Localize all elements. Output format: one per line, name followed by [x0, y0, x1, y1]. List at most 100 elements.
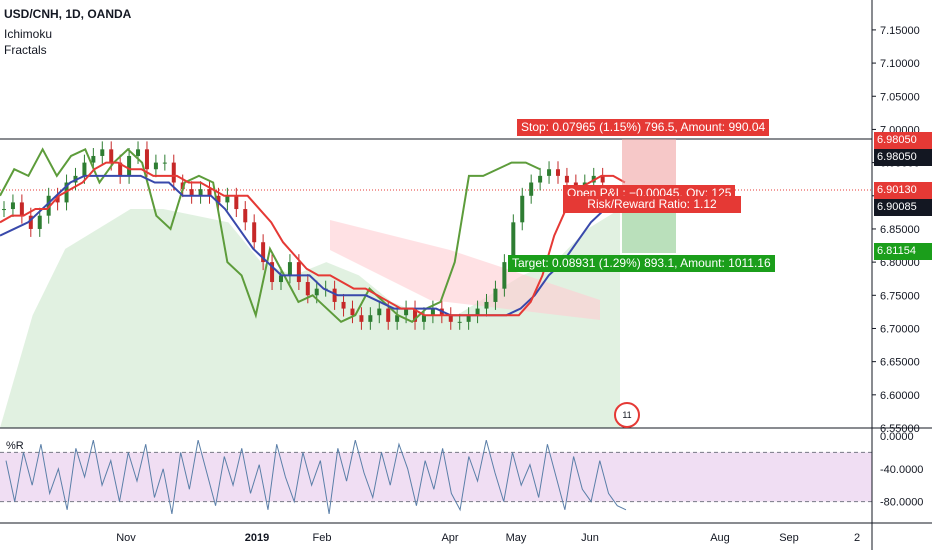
x-tick-label: Aug: [710, 532, 730, 544]
candle-body: [252, 222, 257, 243]
willr-tick-label: 0.0000: [880, 431, 914, 443]
candle-body: [600, 175, 605, 183]
candle-body: [278, 275, 283, 283]
x-tick-label: Jun: [581, 532, 599, 544]
y-tick-label: 7.10000: [880, 58, 920, 70]
stop-label[interactable]: Stop: 0.07965 (1.15%) 796.5, Amount: 990…: [517, 119, 770, 136]
chart-title: USD/CNH, 1D, OANDA: [4, 7, 132, 21]
willr-tick-label: -40.0000: [880, 464, 923, 476]
candle-body: [207, 189, 212, 196]
x-tick-label: 2019: [245, 532, 269, 544]
indicator-fractals[interactable]: Fractals: [4, 43, 47, 57]
candle-body: [502, 262, 507, 289]
candle-body: [448, 315, 453, 322]
candle-body: [198, 189, 203, 196]
candle-body: [162, 162, 167, 164]
target-label[interactable]: Target: 0.08931 (1.29%) 893.1, Amount: 1…: [508, 255, 775, 272]
cloud-bear-area: [330, 220, 600, 320]
y-tick-label: 6.85000: [880, 224, 920, 236]
y-tick-label: 6.75000: [880, 290, 920, 302]
y-tick-label: 6.70000: [880, 323, 920, 335]
candle-body: [359, 315, 364, 322]
candle-body: [127, 155, 132, 176]
price-tag-entry: 6.90130: [874, 182, 932, 199]
x-tick-label: Sep: [779, 532, 799, 544]
candle-body: [100, 149, 105, 156]
indicator-lines: [0, 147, 626, 324]
candle-body: [55, 195, 60, 203]
candle-body: [413, 308, 418, 322]
x-tick-label: Apr: [441, 532, 458, 544]
candles: [2, 141, 605, 330]
candle-body: [19, 202, 24, 216]
indicator-ichimoku[interactable]: Ichimoku: [4, 27, 53, 41]
candle-body: [234, 195, 239, 210]
candle-body: [171, 162, 176, 183]
candle-body: [314, 288, 319, 296]
candle-body: [484, 301, 489, 309]
y-tick-label: 6.60000: [880, 390, 920, 402]
candle-body: [430, 308, 435, 316]
candle-body: [457, 321, 462, 323]
candle-body: [511, 222, 516, 263]
y-tick-label: 7.05000: [880, 91, 920, 103]
candle-body: [368, 315, 373, 322]
candle-body: [341, 301, 346, 309]
candle-body: [296, 262, 301, 283]
price-tag-last: 6.90085: [874, 199, 932, 216]
candle-body: [261, 242, 266, 263]
price-tag-high: 6.98050: [874, 149, 932, 166]
candle-body: [386, 308, 391, 322]
candle-body: [10, 202, 15, 210]
x-tick-label: Nov: [116, 532, 136, 544]
candle-body: [136, 149, 141, 156]
candle-body: [547, 169, 552, 176]
y-tick-label: 7.15000: [880, 25, 920, 37]
y-tick-label: 6.55000: [880, 423, 920, 435]
candle-body: [395, 315, 400, 322]
x-tick-label: Feb: [313, 532, 332, 544]
candle-body: [421, 315, 426, 322]
candle-body: [377, 308, 382, 316]
candle-body: [243, 209, 248, 223]
candle-body: [520, 195, 525, 223]
candle-body: [216, 195, 221, 203]
ichimoku-cloud: [0, 209, 620, 428]
candle-body: [564, 175, 569, 183]
risk-reward-label[interactable]: Risk/Reward Ratio: 1.12: [563, 196, 741, 213]
candle-body: [270, 262, 275, 283]
candle-body: [493, 288, 498, 302]
x-tick-label: May: [506, 532, 527, 544]
candle-body: [529, 182, 534, 196]
cloud-area: [0, 209, 620, 428]
candle-body: [46, 195, 51, 216]
tenkan-line: [0, 161, 626, 317]
candle-body: [91, 155, 96, 163]
candle-body: [153, 162, 158, 170]
y-tick-label: 6.65000: [880, 357, 920, 369]
candle-body: [332, 288, 337, 302]
candle-body: [109, 149, 114, 163]
candle-body: [466, 315, 471, 322]
willr-tick-label: -80.0000: [880, 497, 923, 509]
candle-body: [538, 175, 543, 183]
chikou-line: [0, 147, 541, 324]
williams-r-pane: 0.0000 -40.0000 -80.0000: [0, 431, 923, 514]
x-tick-label: 2: [854, 532, 860, 544]
candle-body: [475, 308, 480, 316]
price-tag-stop: 6.98050: [874, 132, 932, 149]
candle-body: [118, 162, 123, 176]
candle-body: [287, 262, 292, 276]
oscillator-label: %R: [6, 440, 24, 452]
price-tag-target: 6.81154: [874, 243, 932, 260]
candle-body: [350, 308, 355, 316]
event-badge-icon[interactable]: 11: [614, 402, 640, 428]
willr-line: [5, 439, 627, 514]
candle-body: [555, 169, 560, 176]
candle-body: [225, 195, 230, 203]
candle-body: [2, 209, 6, 211]
candle-body: [37, 215, 42, 229]
candle-body: [82, 162, 87, 176]
y-tick-label: 6.80000: [880, 257, 920, 269]
candle-body: [28, 215, 33, 229]
